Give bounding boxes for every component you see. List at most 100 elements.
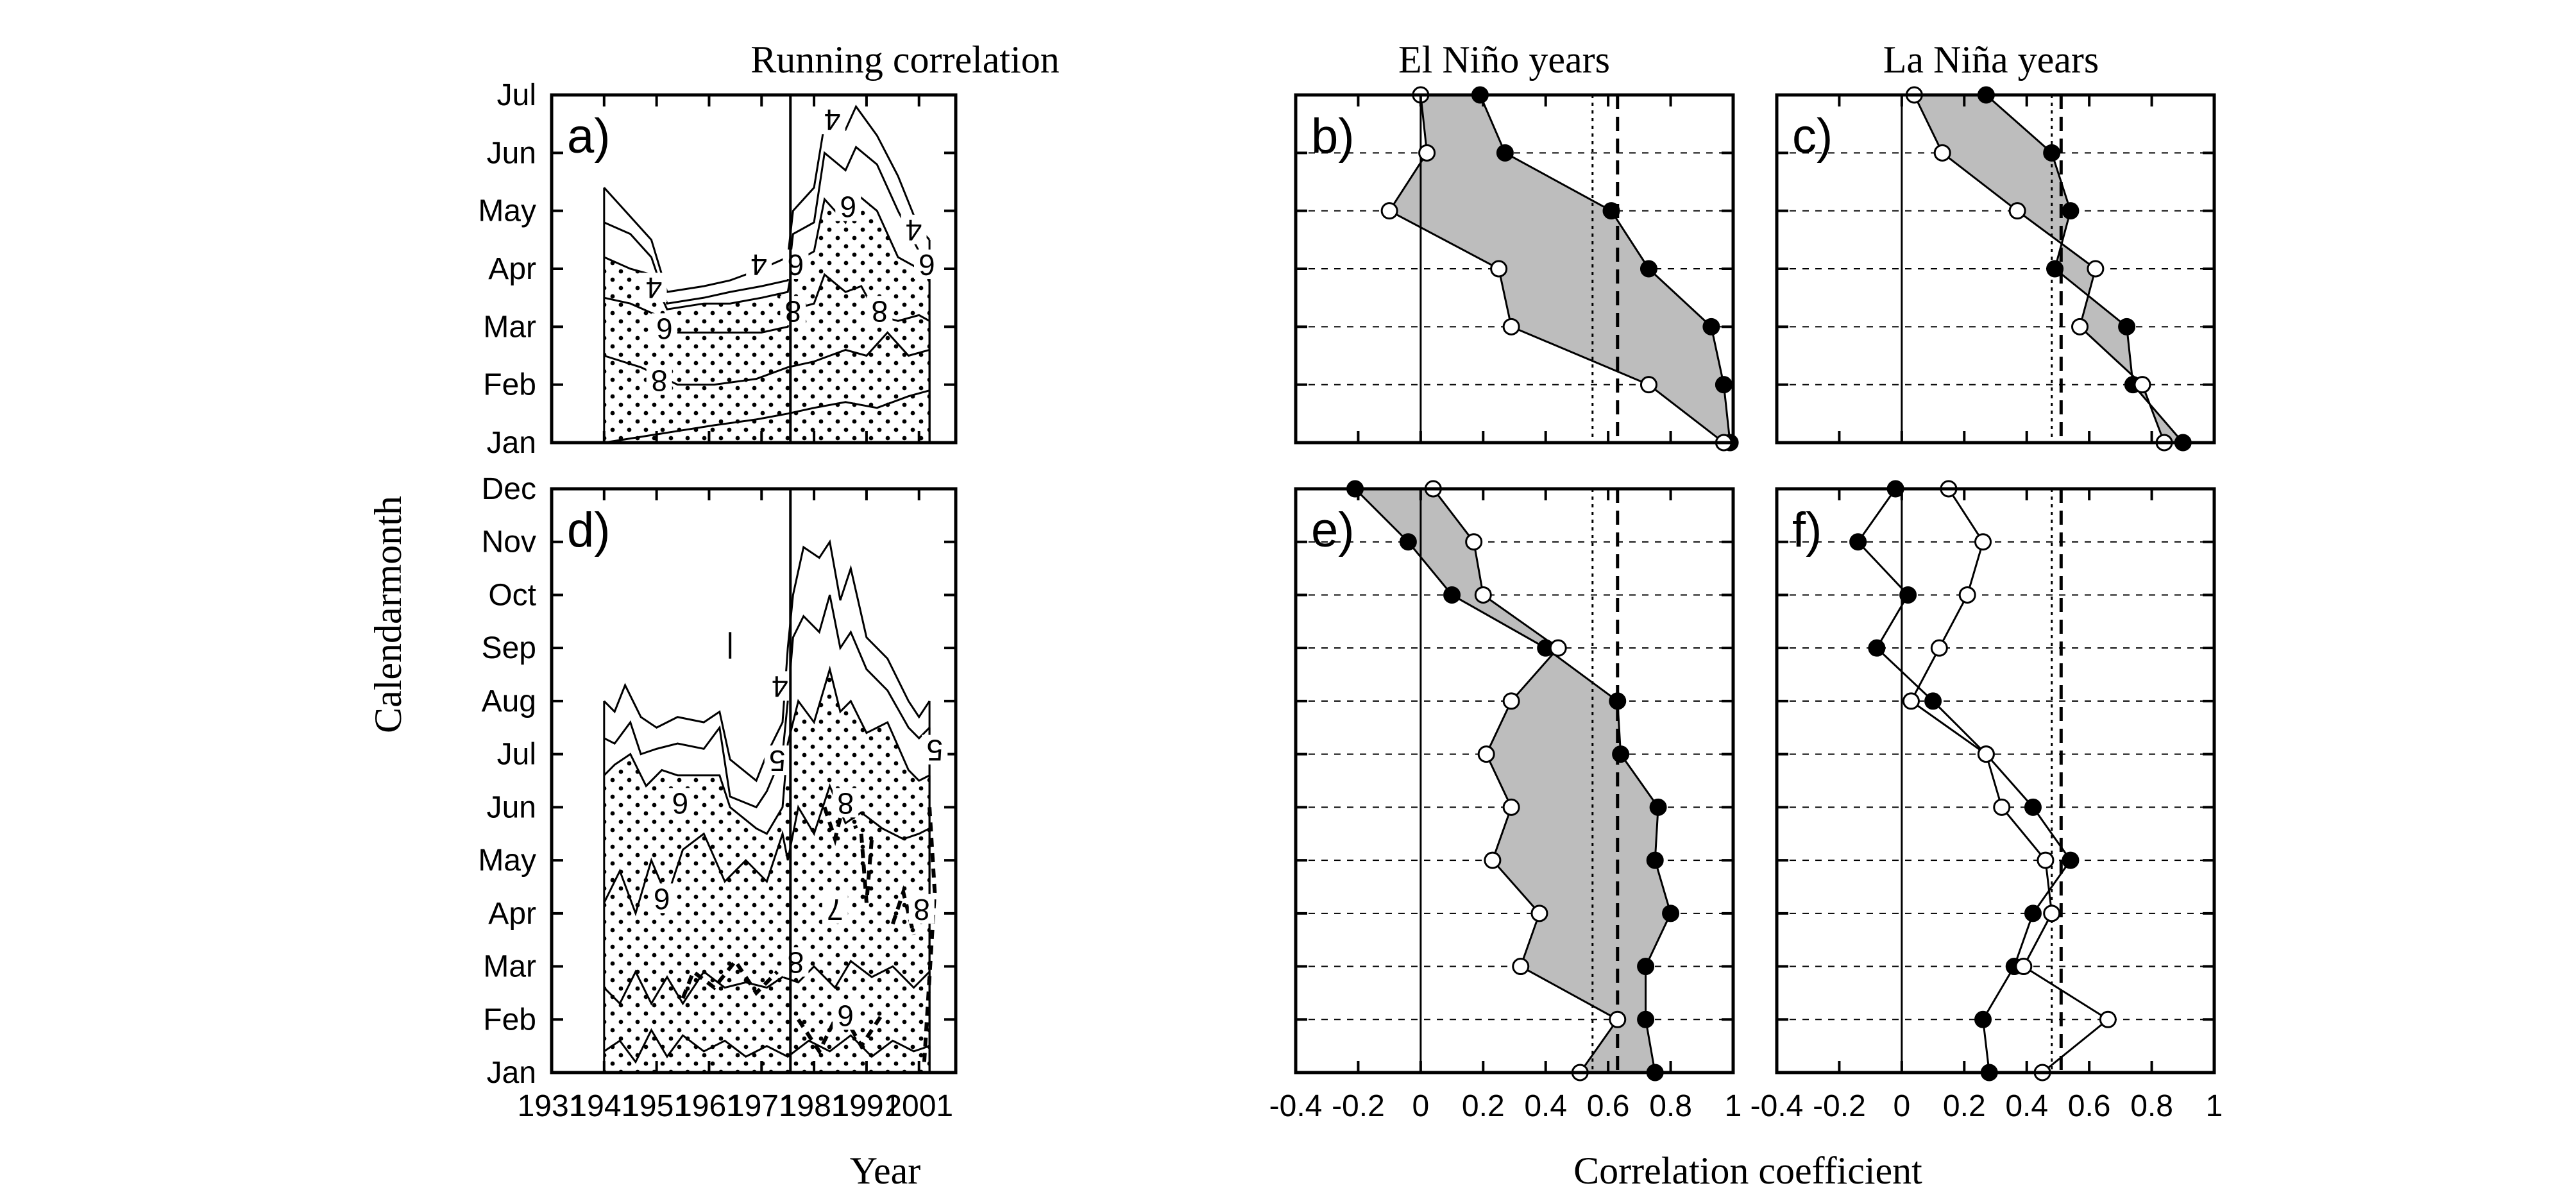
y-tick-label: Feb bbox=[483, 1003, 536, 1037]
contour-line-5 bbox=[604, 595, 931, 809]
contour-label-bg bbox=[901, 214, 927, 244]
y-tick-label: Dec bbox=[482, 472, 536, 506]
contour-label-bg bbox=[833, 1000, 859, 1030]
contour-label: 6 bbox=[656, 312, 673, 345]
plot-frame bbox=[550, 93, 958, 445]
point-open bbox=[1418, 144, 1436, 162]
contour-label-bg bbox=[641, 273, 667, 303]
point-filled bbox=[1646, 851, 1664, 869]
x-tick-label: 0.6 bbox=[2068, 1089, 2111, 1123]
x-tick-label: 0.2 bbox=[1462, 1089, 1505, 1123]
contour-label-bg bbox=[783, 250, 809, 279]
y-tick-label: Sep bbox=[482, 631, 536, 665]
contour-label-bg bbox=[767, 671, 793, 701]
x-tick-label: 1991 bbox=[833, 1089, 901, 1123]
contour-label: 5 bbox=[769, 744, 786, 777]
contour-label-bg bbox=[780, 296, 806, 326]
x-axis-label-correlation: Correlation coefficient bbox=[1573, 1150, 1922, 1192]
point-filled bbox=[2043, 144, 2061, 162]
contour-label: 4 bbox=[772, 670, 788, 703]
x-tick-label: 1961 bbox=[675, 1089, 743, 1123]
point-filled bbox=[1637, 958, 1655, 976]
y-tick-label: Jul bbox=[497, 78, 536, 112]
point-filled bbox=[1715, 376, 1733, 394]
panel-label: e) bbox=[1311, 503, 1355, 557]
contour-line-9 bbox=[603, 1028, 930, 1064]
point-open bbox=[1380, 202, 1398, 220]
contour-label: 6 bbox=[837, 999, 854, 1032]
x-tick-label: 0.4 bbox=[2005, 1089, 2048, 1123]
y-tick-label: Feb bbox=[483, 368, 536, 402]
point-filled bbox=[1496, 144, 1514, 162]
stipple-region bbox=[604, 669, 930, 1073]
contour-label: 4 bbox=[906, 214, 922, 247]
y-tick-label: Oct bbox=[488, 578, 536, 612]
stipple-region bbox=[604, 193, 930, 443]
point-open bbox=[1502, 692, 1520, 710]
point-open bbox=[1502, 318, 1520, 335]
point-open bbox=[2037, 851, 2055, 869]
point-filled bbox=[2046, 260, 2064, 278]
y-tick-label: Mar bbox=[483, 950, 536, 984]
panel-c: c) bbox=[1775, 86, 2216, 452]
point-open bbox=[2043, 904, 2061, 922]
point-filled bbox=[2024, 798, 2042, 816]
point-open bbox=[1512, 958, 1530, 976]
point-filled bbox=[1868, 639, 1886, 657]
series-line-open bbox=[1910, 488, 2110, 1074]
y-tick-label: Apr bbox=[488, 252, 536, 286]
x-axis-label-year: Year bbox=[850, 1150, 921, 1192]
x-tick-label: 2001 bbox=[885, 1089, 953, 1123]
contour-label-bg bbox=[922, 734, 948, 765]
point-open bbox=[1930, 639, 1948, 657]
contour-label: 8 bbox=[913, 893, 930, 926]
point-open bbox=[1484, 851, 1502, 869]
point-open bbox=[1902, 692, 1920, 710]
point-filled bbox=[1602, 202, 1620, 220]
x-tick-label: 0.8 bbox=[1649, 1089, 1692, 1123]
title-running-correlation: Running correlation bbox=[750, 38, 1060, 81]
point-filled bbox=[1849, 533, 1867, 551]
point-open bbox=[1490, 260, 1508, 278]
y-tick-label: Jul bbox=[497, 738, 536, 772]
contour-label-bg bbox=[648, 883, 675, 913]
x-tick-label: -0.4 bbox=[1269, 1089, 1323, 1123]
point-filled bbox=[1640, 260, 1657, 278]
y-tick-label: Jan bbox=[487, 1056, 536, 1090]
point-open bbox=[1974, 533, 1992, 551]
y-axis-label: Calendarmonth bbox=[367, 496, 409, 733]
title-la-nina: La Niña years bbox=[1883, 38, 2099, 81]
y-tick-label: Jun bbox=[487, 790, 536, 824]
x-tick-label: 1931 bbox=[518, 1089, 586, 1123]
point-filled bbox=[1649, 798, 1667, 816]
point-open bbox=[2008, 202, 2026, 220]
contour-label: 7 bbox=[827, 893, 843, 926]
y-tick-label: Mar bbox=[483, 310, 536, 344]
point-filled bbox=[1924, 692, 1942, 710]
point-open bbox=[2015, 958, 2033, 976]
point-filled bbox=[1609, 692, 1627, 710]
point-open bbox=[1977, 745, 1995, 763]
contour-label-bg bbox=[783, 947, 809, 977]
x-tick-label: 0.2 bbox=[1943, 1089, 1986, 1123]
point-open bbox=[2099, 1010, 2117, 1028]
series-line-filled bbox=[1354, 488, 1672, 1073]
point-open bbox=[1465, 533, 1483, 551]
contour-label: 4 bbox=[824, 103, 841, 137]
point-open bbox=[1502, 798, 1520, 816]
point-open bbox=[2133, 376, 2151, 394]
panel-f: -0.4 -0.2 0 0.2 0.4 0.6 0.8 1 f) bbox=[1750, 480, 2223, 1123]
contour-label-bg bbox=[651, 313, 677, 343]
point-open bbox=[1474, 586, 1492, 604]
panel-d: Jan Feb Mar Apr May Jun Jul Aug Sep Oct Nov Dec 4 5 5 6… bbox=[478, 472, 958, 1123]
x-tick-label: 0 bbox=[1412, 1089, 1430, 1123]
contour-label-bg bbox=[819, 105, 845, 135]
contour-label-bg bbox=[908, 894, 935, 924]
x-tick-label: 1951 bbox=[622, 1089, 691, 1123]
series-line-open bbox=[1432, 488, 1619, 1073]
contour-label-bg bbox=[764, 745, 790, 776]
